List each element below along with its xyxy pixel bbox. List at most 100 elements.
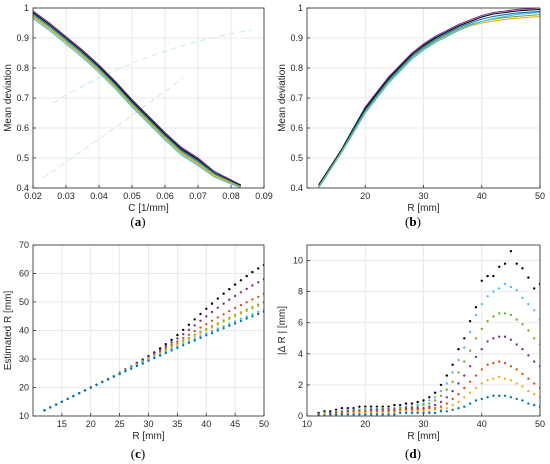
caption-d: (d)	[405, 446, 421, 461]
data-point	[193, 337, 196, 340]
data-point	[170, 341, 173, 344]
data-point	[433, 403, 437, 407]
data-point	[205, 332, 208, 335]
data-point	[480, 302, 483, 306]
data-point	[515, 397, 518, 401]
x-tick-label: 0.09	[255, 191, 273, 201]
axes-box	[32, 244, 265, 417]
y-tick-label: 10	[19, 411, 29, 421]
caption-c: (c)	[130, 446, 146, 461]
data-point	[533, 337, 536, 340]
y-tick-label: 1	[24, 3, 29, 13]
y-tick-label: 60	[19, 269, 29, 279]
data-point	[164, 345, 167, 348]
x-tick-label: 0.02	[24, 191, 42, 201]
data-point	[222, 302, 225, 305]
y-tick-label: 6	[298, 318, 303, 328]
data-point	[251, 313, 254, 316]
data-point	[492, 361, 495, 365]
data-point	[164, 343, 167, 346]
data-point	[486, 274, 489, 278]
data-point	[410, 402, 414, 405]
y-tick-label: 50	[19, 297, 29, 307]
data-point	[329, 413, 332, 416]
data-point	[251, 307, 254, 310]
data-point	[445, 382, 448, 385]
data-point	[509, 365, 513, 368]
y-axis-label: Mean deviation	[3, 64, 14, 132]
data-point	[358, 413, 361, 416]
data-point	[199, 312, 202, 316]
y-tick-label: 1	[298, 3, 303, 13]
data-point	[468, 402, 472, 405]
data-point	[439, 410, 443, 413]
data-point	[463, 396, 466, 399]
data-point	[112, 375, 116, 378]
data-point	[239, 312, 243, 315]
series-line-3	[318, 11, 540, 187]
data-point	[216, 329, 219, 332]
data-point	[199, 332, 202, 335]
data-point	[480, 348, 483, 351]
data-point	[486, 396, 489, 399]
data-point	[527, 276, 530, 279]
y-tick-label: 30	[19, 354, 29, 364]
data-point	[245, 309, 248, 313]
data-point	[515, 288, 518, 292]
x-axis-label: R [mm]	[407, 203, 439, 214]
panel-b: 20 30 40 50 0.4 0.5 0.6 0.7 0.8 0.9 1 R [mm] Mean de…	[277, 3, 545, 214]
data-point	[445, 388, 448, 391]
data-point	[474, 399, 478, 402]
data-point	[428, 402, 431, 405]
y-axis-label: Mean deviation	[277, 64, 288, 132]
y-tick-label: 0.5	[16, 153, 29, 163]
data-point	[451, 397, 454, 401]
data-point	[433, 396, 437, 399]
data-point	[515, 343, 518, 346]
x-tick-label: 30	[418, 191, 428, 201]
data-point	[492, 377, 495, 380]
data-point	[216, 327, 219, 330]
y-tick-label: 0.9	[290, 33, 303, 43]
data-point	[486, 363, 489, 366]
series-points-1	[317, 250, 540, 415]
data-point	[54, 403, 58, 406]
data-point	[369, 413, 373, 416]
data-point	[509, 379, 513, 382]
caption-a: (a)	[130, 214, 146, 229]
data-point	[498, 375, 501, 379]
x-tick-label: 50	[535, 419, 545, 429]
data-point	[503, 282, 507, 286]
data-point	[78, 392, 81, 395]
data-point	[130, 367, 133, 370]
y-tick-label: 4	[298, 349, 303, 359]
data-point	[222, 325, 225, 328]
data-point	[474, 337, 478, 340]
data-point	[527, 377, 530, 380]
data-point	[141, 362, 144, 365]
data-point	[474, 306, 478, 309]
data-point	[399, 411, 402, 415]
data-point	[533, 287, 536, 290]
data-point	[457, 382, 460, 385]
data-point	[199, 336, 202, 340]
data-point	[387, 413, 390, 416]
data-point	[182, 344, 185, 347]
data-point	[521, 399, 524, 402]
data-point	[72, 394, 75, 398]
data-point	[245, 274, 248, 278]
data-point	[445, 410, 448, 413]
data-point	[457, 393, 460, 396]
y-tick-label: 0.6	[16, 123, 29, 133]
axes-box	[306, 244, 541, 417]
data-point	[457, 407, 460, 410]
data-point	[463, 405, 466, 408]
data-point	[509, 313, 513, 317]
y-tick-label: 0	[298, 411, 303, 421]
x-tick-label: 50	[535, 191, 545, 201]
data-point	[170, 349, 173, 352]
data-point	[216, 316, 219, 319]
data-point	[205, 315, 208, 318]
x-tick-label: 20	[360, 191, 370, 201]
